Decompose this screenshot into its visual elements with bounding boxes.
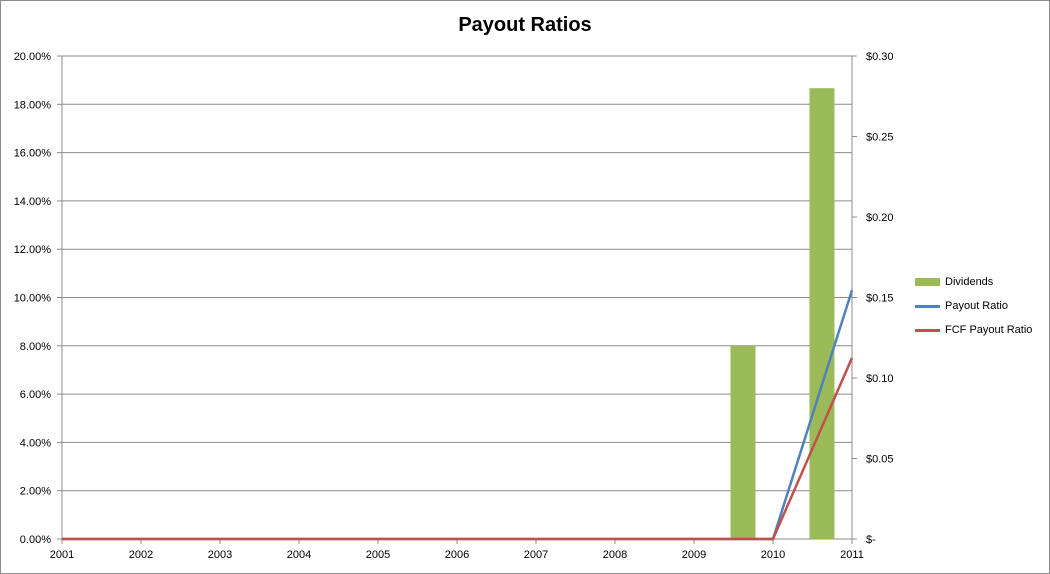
x-tick-label: 2011	[840, 549, 864, 561]
x-tick-label: 2004	[287, 549, 311, 561]
y-left-tick-label: 14.00%	[14, 196, 52, 208]
dividends-bar	[730, 345, 756, 539]
y-right-tick-label: $0.25	[866, 132, 894, 144]
y-right-tick-label: $0.15	[866, 293, 894, 305]
fcf-payout-ratio-line	[62, 357, 854, 541]
chart-title: Payout Ratios	[458, 14, 592, 36]
x-tick-label: 2008	[603, 549, 627, 561]
legend-swatch	[915, 329, 940, 332]
x-tick-label: 2007	[524, 549, 548, 561]
y-left-tick-label: 20.00%	[14, 51, 52, 63]
y-left-tick-label: 4.00%	[20, 437, 51, 449]
y-right-tick-label: $0.20	[866, 212, 894, 224]
y-left-tick-label: 12.00%	[14, 244, 52, 256]
legend-label: FCF Payout Ratio	[945, 324, 1033, 336]
y-right-tick-label: $0.05	[866, 454, 894, 466]
x-tick-label: 2001	[50, 549, 74, 561]
y-left-tick-label: 2.00%	[20, 486, 51, 498]
y-right-tick-label: $0.10	[866, 373, 894, 385]
x-tick-label: 2003	[208, 549, 232, 561]
x-tick-label: 2005	[366, 549, 390, 561]
legend-label: Payout Ratio	[945, 300, 1008, 312]
legend-label: Dividends	[945, 276, 994, 288]
x-tick-label: 2009	[682, 549, 706, 561]
x-tick-label: 2010	[761, 549, 785, 561]
dividends-bar	[809, 88, 835, 539]
y-right-tick-label: $-	[866, 534, 876, 546]
y-left-tick-label: 0.00%	[20, 534, 51, 546]
x-tick-label: 2006	[445, 549, 469, 561]
y-left-tick-label: 8.00%	[20, 341, 51, 353]
y-left-tick-label: 18.00%	[14, 99, 52, 111]
y-left-tick-label: 10.00%	[14, 293, 52, 305]
y-right-tick-label: $0.30	[866, 51, 894, 63]
x-tick-label: 2002	[129, 549, 153, 561]
legend-swatch	[915, 305, 940, 308]
y-left-tick-label: 6.00%	[20, 389, 51, 401]
legend-swatch	[915, 278, 940, 286]
y-left-tick-label: 16.00%	[14, 148, 52, 160]
